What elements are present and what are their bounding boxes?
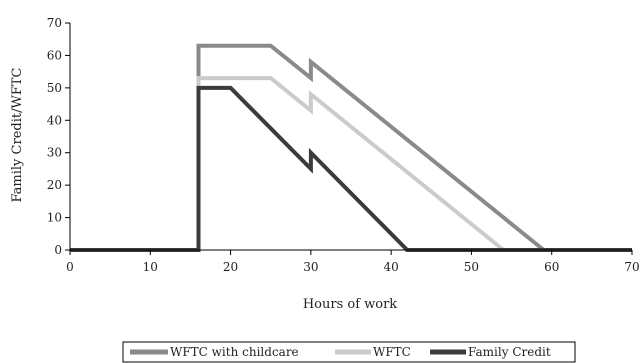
axes-layer: 0 10 20 30 40 50 60 70 0 10 20 30 40 50 60 70: [47, 16, 640, 274]
x-tick-label-1: 10: [143, 260, 158, 274]
x-tick-label-7: 70: [624, 260, 639, 274]
x-axis-title: Hours of work: [303, 297, 397, 312]
y-tick-label-5: 50: [47, 81, 62, 95]
y-tick-label-2: 20: [47, 178, 62, 192]
x-tick-label-6: 60: [544, 260, 559, 274]
x-tick-label-2: 20: [223, 260, 238, 274]
y-tick-label-3: 30: [47, 146, 62, 160]
y-axis-title: Family Credit/WFTC: [10, 67, 25, 202]
y-tick-label-4: 40: [47, 113, 62, 127]
x-tick-label-3: 30: [303, 260, 318, 274]
legend-label-0: WFTC with childcare: [170, 345, 299, 359]
series-line-2: [70, 85, 632, 252]
y-tick-label-7: 70: [47, 16, 62, 30]
x-tick-label-0: 0: [66, 260, 74, 274]
legend-label-2: Family Credit: [468, 345, 551, 359]
legend: WFTC with childcare WFTC Family Credit: [122, 341, 576, 363]
x-tick-label-4: 40: [384, 260, 399, 274]
legend-label-1: WFTC: [373, 345, 411, 359]
series-layer: [70, 43, 632, 252]
y-tick-label-0: 0: [54, 243, 62, 257]
series-line-0: [70, 43, 545, 252]
y-tick-label-1: 10: [47, 211, 62, 225]
y-tick-label-6: 60: [47, 48, 62, 62]
x-tick-label-5: 50: [464, 260, 479, 274]
